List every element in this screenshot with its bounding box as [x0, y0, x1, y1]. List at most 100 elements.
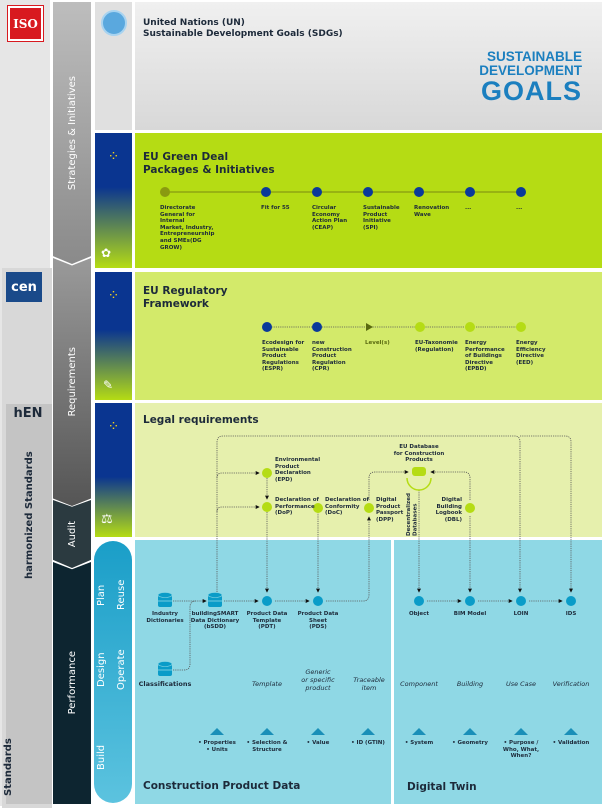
- document-edit-icon: ✎: [103, 378, 114, 392]
- green-deal-node: [160, 187, 170, 197]
- hen-band: [6, 404, 52, 804]
- green-deal-item-label: Directorate General for Internal Market,…: [160, 205, 215, 251]
- green-deal-node: [312, 187, 322, 197]
- eu-flag-cell-green-deal: ⁘: [95, 133, 132, 268]
- legal-panel: [135, 403, 602, 537]
- industry-dictionaries-label: Industry Dictionaries: [146, 611, 184, 624]
- twin-node: [516, 596, 526, 606]
- info-triangle-icon: [361, 728, 375, 735]
- decentralized-databases-label: Decentralized Databases: [406, 493, 419, 536]
- twin-italic-label: Use Case: [505, 680, 537, 688]
- regulatory-node: [262, 322, 272, 332]
- info-triangle-icon: [210, 728, 224, 735]
- classifications-icon: [157, 661, 173, 676]
- regulatory-item-label: new Construction Product Regulation (CPR…: [312, 340, 352, 373]
- legal-title: Legal requirements: [143, 414, 259, 426]
- info-triangle-icon: [412, 728, 426, 735]
- eu-database-icon: [406, 467, 432, 491]
- cpd-bullet-label: • ID (GTIN): [351, 740, 385, 746]
- doc-node: [313, 503, 323, 513]
- dpp-node: [364, 503, 374, 513]
- cpd-bullet-label: • Selection & Structure: [246, 740, 288, 753]
- un-panel: [135, 2, 602, 130]
- eu-stars-icon: ⁘: [107, 419, 120, 435]
- un-title: United Nations (UN) Sustainable Developm…: [143, 18, 343, 39]
- scales-icon: ⚖: [101, 512, 113, 527]
- digital-twin-panel: [394, 540, 602, 804]
- twin-node-label: BIM Model: [453, 611, 487, 617]
- cen-logo: cen: [6, 272, 42, 302]
- green-deal-item-label: Fit for 55: [261, 205, 290, 211]
- regulatory-node: [415, 322, 425, 332]
- regulatory-item-label: Energy Efficiency Directive (EED): [516, 340, 546, 366]
- info-triangle-icon: [463, 728, 477, 735]
- dop-label: Declaration of Performance (DoP): [275, 497, 319, 517]
- cpd-bullet-label: • Value: [306, 740, 330, 746]
- twin-node-label: IDS: [565, 611, 577, 617]
- phase-performance: Performance: [53, 562, 91, 804]
- dop-node: [262, 502, 272, 512]
- green-deal-node: [465, 187, 475, 197]
- twin-italic-label: Component: [400, 680, 438, 688]
- eu-stars-icon: ⁘: [107, 288, 120, 304]
- twin-node: [465, 596, 475, 606]
- green-deal-item-label: Sustainable Product Initiative (SPI): [363, 205, 400, 231]
- green-deal-item-label: Circular Economy Action Plan (CEAP): [312, 205, 348, 231]
- twin-node: [414, 596, 424, 606]
- epd-label: Environmental Product Declaration (EPD): [275, 457, 321, 483]
- cpd-title: Construction Product Data: [143, 780, 301, 792]
- cpd-italic-label: Generic or specific product: [301, 668, 335, 692]
- regulatory-node: [516, 322, 526, 332]
- green-deal-item-label: Renovation Wave: [414, 205, 450, 218]
- pdt-label: Product Data Template (PDT): [246, 611, 288, 631]
- twin-italic-label: Verification: [552, 680, 590, 688]
- level-arrow-icon: [366, 323, 373, 331]
- regulatory-node: [465, 322, 475, 332]
- lifecycle-loop: [94, 541, 132, 803]
- phase-audit: Audit: [53, 500, 91, 568]
- twin-node: [566, 596, 576, 606]
- doc-label: Declaration of Conformity (DoC): [325, 497, 369, 517]
- info-triangle-icon: [564, 728, 578, 735]
- eu-flag-cell-legal: ⁘: [95, 403, 132, 537]
- cpd-italic-label: Traceable item: [353, 676, 385, 692]
- info-triangle-icon: [311, 728, 325, 735]
- hands-plant-icon: ✿: [101, 246, 112, 260]
- eu-stars-icon: ⁘: [107, 149, 120, 165]
- twin-bullet-label: • Validation: [552, 740, 590, 746]
- regulatory-item-label: EU-Taxonomie (Regulation): [415, 340, 458, 353]
- bsdd-icon: [207, 592, 223, 607]
- info-triangle-icon: [260, 728, 274, 735]
- classifications-label: Classifications: [138, 680, 192, 688]
- pdt-node: [262, 596, 272, 606]
- hen-label: hEN: [13, 406, 43, 421]
- eu-database-label: EU Database for Construction Products: [393, 444, 445, 464]
- epd-node: [262, 468, 272, 478]
- cpd-bullet-label: • Properties • Units: [198, 740, 236, 753]
- green-deal-node: [516, 187, 526, 197]
- phase-requirements: Requirements: [53, 258, 91, 506]
- dbl-label: Digital Building Logbook (DBL): [435, 497, 462, 523]
- bsdd-label: buildingSMART Data Dictionary (bSDD): [190, 611, 240, 631]
- green-deal-node: [363, 187, 373, 197]
- twin-node-label: LOIN: [513, 611, 529, 617]
- un-emblem-icon: [100, 10, 127, 36]
- industry-dictionaries-icon: [157, 592, 173, 607]
- un-emblem-cell: [95, 2, 132, 130]
- green-deal-panel: [135, 133, 602, 268]
- eu-flag-cell-regulatory: ⁘: [95, 272, 132, 400]
- digital-twin-title: Digital Twin: [407, 781, 477, 793]
- green-deal-item-label: ...: [516, 205, 523, 211]
- info-triangle-icon: [514, 728, 528, 735]
- twin-bullet-label: • Purpose / Who, What, When?: [502, 740, 540, 760]
- green-deal-item-label: ...: [465, 205, 472, 211]
- regulatory-item-label: Energy Performance of Buildings Directiv…: [465, 340, 505, 373]
- regulatory-item-label: Level(s): [365, 340, 390, 346]
- green-deal-node: [261, 187, 271, 197]
- pds-node: [313, 596, 323, 606]
- regulatory-panel: [135, 272, 602, 400]
- dpp-label: Digital Product Passport (DPP): [376, 497, 404, 523]
- sdg-logo: SUSTAINABLE DEVELOPMENT GOALS: [479, 49, 582, 106]
- phase-strategies: Strategies & Initiatives: [53, 2, 91, 264]
